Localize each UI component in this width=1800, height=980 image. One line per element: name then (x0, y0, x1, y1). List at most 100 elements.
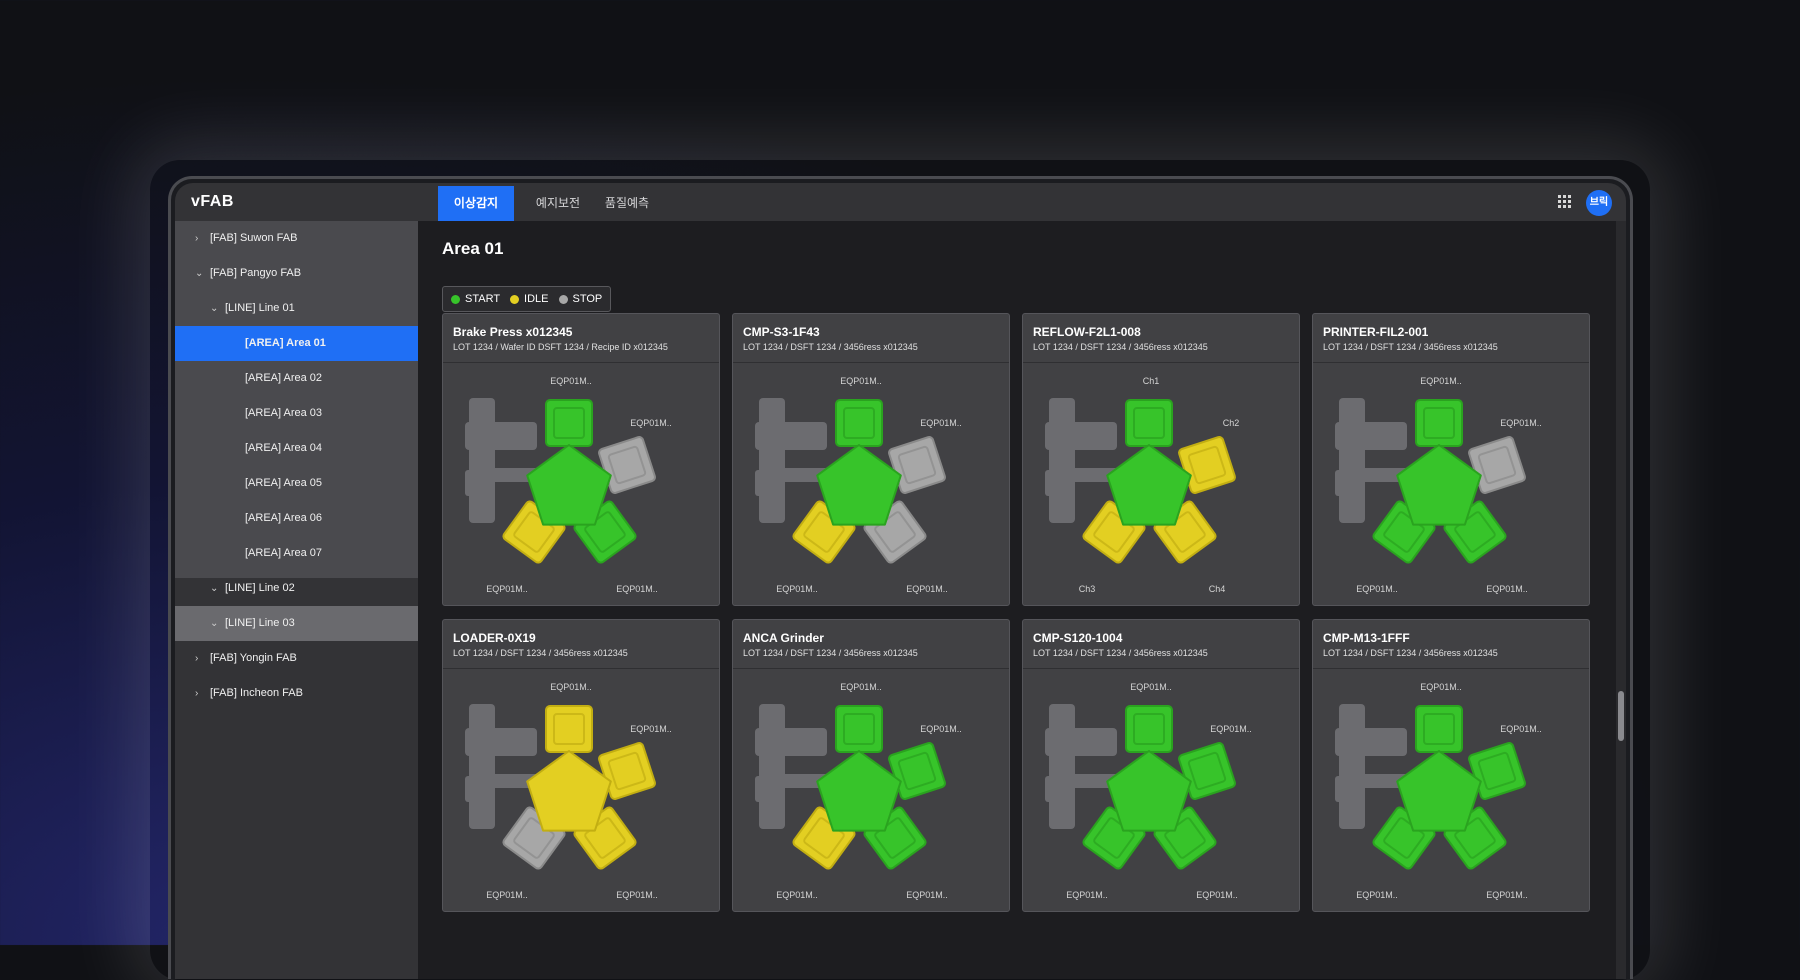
chamber-label: EQP01M.. (840, 682, 882, 692)
process-chamber[interactable] (1415, 705, 1463, 753)
chamber-label: EQP01M.. (1210, 724, 1252, 734)
transfer-chamber[interactable] (816, 750, 902, 832)
process-chamber[interactable] (1125, 399, 1173, 447)
transfer-chamber[interactable] (816, 444, 902, 526)
equipment-card[interactable]: ANCA Grinder LOT 1234 / DSFT 1234 / 3456r… (732, 619, 1010, 912)
equipment-card[interactable]: CMP-M13-1FFF LOT 1234 / DSFT 1234 / 3456r… (1312, 619, 1590, 912)
sidebar-item-area-area-02[interactable]: [AREA] Area 02 (175, 361, 418, 396)
sidebar-item-label: [FAB] Suwon FAB (210, 232, 298, 244)
transfer-chamber[interactable] (1106, 750, 1192, 832)
sidebar-item-fab-pangyo-fab[interactable]: ⌄ [FAB] Pangyo FAB (175, 256, 418, 291)
tab-predictive-maintenance[interactable]: 예지보전 (535, 196, 581, 210)
equipment-card[interactable]: CMP-S3-1F43 LOT 1234 / DSFT 1234 / 3456re… (732, 313, 1010, 606)
process-chamber[interactable] (1178, 742, 1236, 800)
equipment-diagram: EQP01M.. EQP01M.. EQP01M.. EQP01M.. (465, 682, 672, 900)
transfer-chamber[interactable] (526, 750, 612, 832)
equipment-card[interactable]: PRINTER-FIL2-001 LOT 1234 / DSFT 1234 / 3… (1312, 313, 1590, 606)
chamber-label: EQP01M.. (486, 584, 528, 594)
legend-stop-label: STOP (572, 293, 603, 305)
chevron-right-icon[interactable]: › (195, 688, 199, 699)
process-chamber[interactable] (1415, 399, 1463, 447)
load-port-module (465, 398, 553, 523)
process-chamber[interactable] (1468, 436, 1526, 494)
scrollbar-thumb[interactable] (1618, 691, 1624, 741)
equipment-name: CMP-S120-1004 (1033, 631, 1123, 645)
sidebar-item-label: [AREA] Area 04 (245, 442, 323, 454)
chevron-down-icon[interactable]: ⌄ (210, 618, 219, 629)
sidebar-item-label: [LINE] Line 01 (225, 302, 295, 314)
sidebar-item-line-line-02[interactable]: ⌄ [LINE] Line 02 (175, 571, 418, 606)
chevron-right-icon[interactable]: › (195, 233, 199, 244)
equipment-card[interactable]: CMP-S120-1004 LOT 1234 / DSFT 1234 / 3456… (1022, 619, 1300, 912)
sidebar-item-area-area-05[interactable]: [AREA] Area 05 (175, 466, 418, 501)
transfer-chamber[interactable] (1396, 444, 1482, 526)
sidebar-item-area-area-03[interactable]: [AREA] Area 03 (175, 396, 418, 431)
chamber-label: EQP01M.. (1486, 890, 1528, 900)
user-avatar[interactable]: 브릭 (1586, 190, 1612, 216)
chevron-down-icon[interactable]: ⌄ (210, 303, 219, 314)
equipment-diagram: Ch1 Ch2 Ch4 Ch3 (1045, 376, 1239, 594)
chamber-label: EQP01M.. (1420, 376, 1462, 386)
equipment-lot-info: LOT 1234 / DSFT 1234 / 3456ress x012345 (1323, 648, 1498, 658)
equipment-lot-info: LOT 1234 / DSFT 1234 / 3456ress x012345 (1033, 342, 1208, 352)
chamber-label: Ch1 (1143, 376, 1160, 386)
sidebar-item-label: [AREA] Area 06 (245, 512, 323, 524)
sidebar-item-label: [AREA] Area 02 (245, 372, 323, 384)
process-chamber[interactable] (888, 742, 946, 800)
chevron-right-icon[interactable]: › (195, 653, 199, 664)
process-chamber[interactable] (598, 742, 656, 800)
chamber-label: EQP01M.. (920, 418, 962, 428)
equipment-diagram: EQP01M.. EQP01M.. EQP01M.. EQP01M.. (755, 682, 962, 900)
app-logo: vFAB (191, 193, 234, 210)
load-port-module (1335, 704, 1423, 829)
chamber-label: EQP01M.. (1356, 584, 1398, 594)
page-title: Area 01 (442, 239, 504, 258)
legend-idle-label: IDLE (524, 293, 549, 305)
load-port-module (755, 704, 843, 829)
process-chamber[interactable] (1178, 436, 1236, 494)
sidebar-item-line-line-01[interactable]: ⌄ [LINE] Line 01 (175, 291, 418, 326)
chevron-down-icon[interactable]: ⌄ (195, 268, 204, 279)
tab-quality-prediction[interactable]: 품질예측 (604, 196, 650, 210)
chamber-label: Ch4 (1209, 584, 1226, 594)
sidebar-item-label: [AREA] Area 05 (245, 477, 323, 489)
vertical-scrollbar[interactable] (1616, 221, 1626, 979)
transfer-chamber[interactable] (526, 444, 612, 526)
equipment-lot-info: LOT 1234 / DSFT 1234 / 3456ress x012345 (743, 342, 918, 352)
transfer-chamber[interactable] (1396, 750, 1482, 832)
card-header: REFLOW-F2L1-008 LOT 1234 / DSFT 1234 / 34… (1023, 314, 1299, 363)
sidebar-item-area-area-01[interactable]: [AREA] Area 01 (175, 326, 418, 361)
sidebar-item-area-area-07[interactable]: [AREA] Area 07 (175, 536, 418, 571)
process-chamber[interactable] (835, 399, 883, 447)
chamber-label: EQP01M.. (1196, 890, 1238, 900)
sidebar-item-area-area-04[interactable]: [AREA] Area 04 (175, 431, 418, 466)
sidebar-item-fab-yongin-fab[interactable]: › [FAB] Yongin FAB (175, 641, 418, 676)
sidebar-item-label: [FAB] Incheon FAB (210, 687, 303, 699)
chevron-down-icon[interactable]: ⌄ (210, 583, 219, 594)
equipment-card[interactable]: REFLOW-F2L1-008 LOT 1234 / DSFT 1234 / 34… (1022, 313, 1300, 606)
sidebar-item-fab-suwon-fab[interactable]: › [FAB] Suwon FAB (175, 221, 418, 256)
equipment-card[interactable]: LOADER-0X19 LOT 1234 / DSFT 1234 / 3456re… (442, 619, 720, 912)
equipment-lot-info: LOT 1234 / DSFT 1234 / 3456ress x012345 (743, 648, 918, 658)
sidebar-item-area-area-06[interactable]: [AREA] Area 06 (175, 501, 418, 536)
equipment-card[interactable]: Brake Press x012345 LOT 1234 / Wafer ID D… (442, 313, 720, 606)
transfer-chamber[interactable] (1106, 444, 1192, 526)
process-chamber[interactable] (1125, 705, 1173, 753)
process-chamber[interactable] (835, 705, 883, 753)
chamber-label: EQP01M.. (1500, 418, 1542, 428)
equipment-name: ANCA Grinder (743, 631, 824, 645)
legend-stop-dot (558, 294, 568, 304)
sidebar-item-line-line-03[interactable]: ⌄ [LINE] Line 03 (175, 606, 418, 641)
equipment-lot-info: LOT 1234 / Wafer ID DSFT 1234 / Recipe I… (453, 342, 668, 352)
process-chamber[interactable] (545, 399, 593, 447)
chamber-label: EQP01M.. (920, 724, 962, 734)
sidebar-item-fab-incheon-fab[interactable]: › [FAB] Incheon FAB (175, 676, 418, 711)
equipment-diagram: EQP01M.. EQP01M.. EQP01M.. EQP01M.. (755, 376, 962, 594)
process-chamber[interactable] (545, 705, 593, 753)
app-grid-icon[interactable] (1558, 195, 1571, 208)
equipment-diagram: EQP01M.. EQP01M.. EQP01M.. EQP01M.. (1335, 376, 1542, 594)
chamber-label: EQP01M.. (906, 890, 948, 900)
chamber-label: EQP01M.. (1356, 890, 1398, 900)
tab-anomaly-detection[interactable]: 이상감지 (438, 186, 514, 221)
equipment-lot-info: LOT 1234 / DSFT 1234 / 3456ress x012345 (1323, 342, 1498, 352)
